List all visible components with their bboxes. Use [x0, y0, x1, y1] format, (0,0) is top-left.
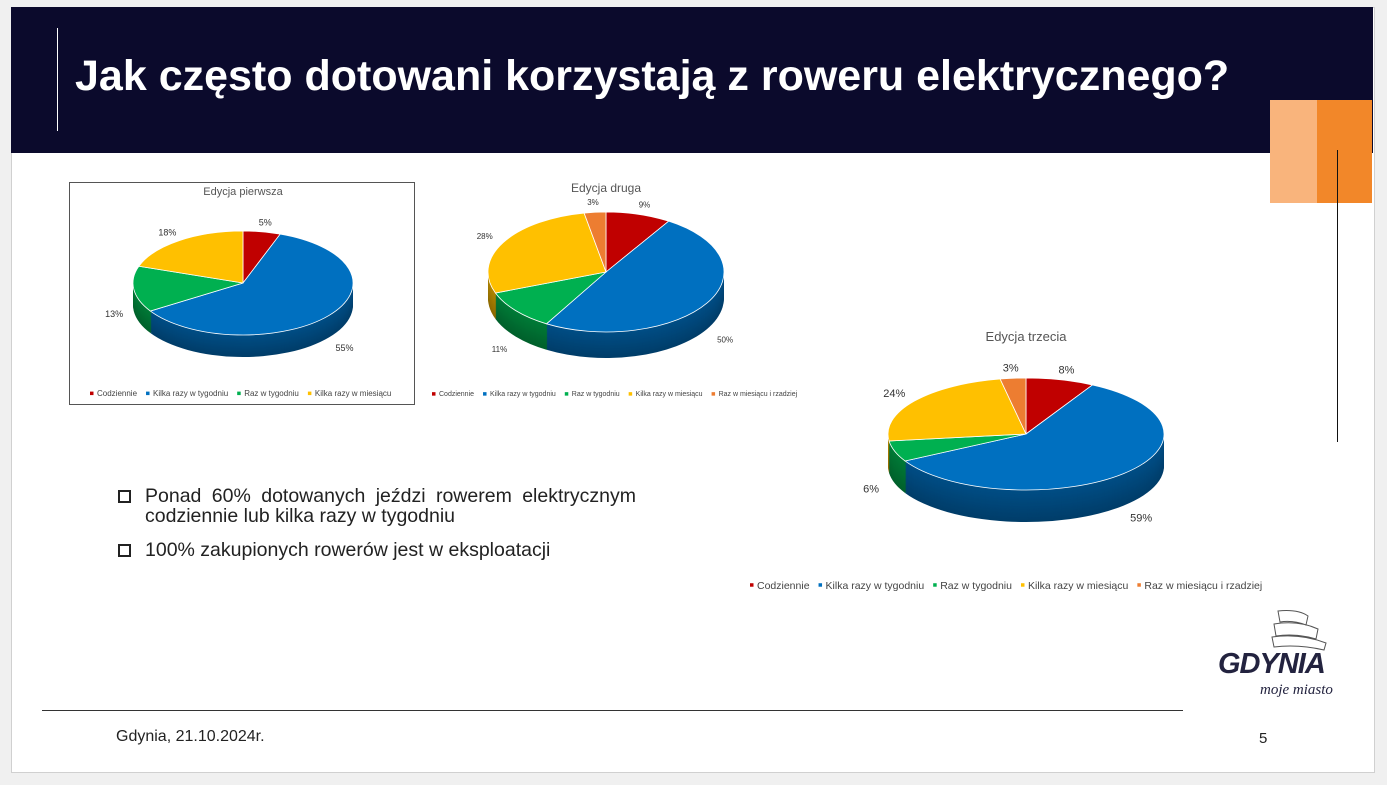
legend-swatch: [307, 391, 312, 396]
legend-swatch: [750, 583, 754, 587]
data-label: 5%: [259, 218, 272, 228]
slide-title: Jak często dotowani korzystają z roweru …: [75, 52, 1230, 100]
data-label: 6%: [863, 483, 879, 495]
logo-tagline: moje miasto: [1260, 682, 1333, 698]
legend-swatch: [818, 583, 823, 587]
pie-slice-2: [904, 384, 1165, 491]
legend-swatch: [1137, 583, 1141, 587]
pie-slice-3: [132, 265, 244, 312]
pie-slice-5: [999, 377, 1027, 435]
legend-label: Raz w tygodniu: [244, 389, 299, 398]
chart-legend: Codziennie Kilka razy w tygodniu Raz w tyg…: [750, 580, 1262, 592]
footer-divider: [42, 710, 1183, 711]
data-label: 18%: [158, 228, 176, 238]
data-label: 13%: [105, 309, 123, 319]
pie-chart-3: Edycja trzecia 8% 59% 6% 24% 3% Codziennie Kilk…: [750, 329, 1262, 592]
pie-chart-2: Edycja druga 9% 50% 11% 28% 3% Codziennie Kilka…: [432, 181, 798, 398]
pie-chart-1: Edycja pierwsza 5% 55% 13% 18% Codziennie Kilk…: [90, 186, 391, 398]
data-label: 24%: [883, 388, 905, 400]
pie-slice-2: [545, 220, 725, 333]
bullet-item: 100% zakupionych rowerów jest w eksploat…: [118, 540, 636, 560]
data-label: 3%: [1003, 363, 1019, 375]
legend-swatch: [146, 391, 150, 396]
bullet-text: 100% zakupionych rowerów jest w eksploat…: [145, 539, 551, 561]
data-label: 28%: [477, 232, 493, 241]
legend-swatch: [90, 391, 94, 396]
chart-title: Edycja druga: [571, 181, 641, 195]
legend-label: Kilka razy w tygodniu: [153, 389, 228, 398]
pie-slice-3: [494, 271, 608, 325]
data-label: 3%: [587, 198, 599, 207]
data-label: 8%: [1059, 364, 1075, 376]
legend-swatch: [237, 391, 241, 396]
accent-square-light: [1270, 100, 1317, 203]
legend-label: Raz w miesiącu i rzadziej: [1144, 580, 1262, 592]
checkbox-bullet-icon: [118, 490, 131, 503]
legend-swatch: [483, 392, 487, 396]
legend-swatch: [1020, 583, 1025, 587]
header-band: [11, 7, 1373, 153]
gdynia-logo: GDYNIA moje miasto: [1218, 608, 1343, 704]
data-label: 11%: [492, 345, 507, 354]
legend-label: Raz w miesiącu i rzadziej: [719, 391, 798, 398]
legend-label: Kilka razy w miesiącu: [1028, 580, 1129, 592]
legend-label: Kilka razy w tygodniu: [490, 391, 556, 398]
chart-title: Edycja pierwsza: [203, 186, 283, 198]
footer-date: Gdynia, 21.10.2024r.: [116, 728, 265, 745]
bullet-list: Ponad 60% dotowanych jeździ rowerem elek…: [118, 486, 636, 574]
data-label: 50%: [717, 335, 733, 344]
legend-swatch: [432, 392, 436, 396]
ship-sails-icon: [1271, 610, 1327, 651]
legend-label: Kilka razy w miesiącu: [315, 389, 391, 398]
chart-title: Edycja trzecia: [986, 329, 1068, 344]
checkbox-bullet-icon: [118, 544, 131, 557]
legend-label: Raz w tygodniu: [940, 580, 1012, 592]
right-divider: [1337, 150, 1338, 442]
accent-square: [1317, 100, 1372, 203]
logo-text: GDYNIA: [1218, 648, 1326, 680]
data-label: 59%: [1130, 512, 1152, 524]
legend-label: Codziennie: [757, 580, 810, 592]
data-label: 9%: [639, 200, 651, 209]
legend-label: Kilka razy w miesiącu: [636, 391, 703, 398]
pie-slice-4: [487, 212, 607, 294]
bullet-item: Ponad 60% dotowanych jeździ rowerem elek…: [118, 486, 636, 526]
data-label: 55%: [335, 343, 353, 353]
legend-swatch: [711, 392, 716, 396]
bullet-text: Ponad 60% dotowanych jeździ rowerem elek…: [145, 485, 636, 527]
legend-swatch: [564, 392, 569, 396]
legend-label: Codziennie: [97, 389, 138, 398]
pie-slice-4: [887, 378, 1027, 442]
legend-label: Raz w tygodniu: [572, 391, 620, 398]
legend-label: Kilka razy w tygodniu: [826, 580, 925, 592]
pie-slice-2: [149, 233, 354, 336]
legend-label: Codziennie: [439, 391, 474, 398]
chart-legend: Codziennie Kilka razy w tygodniu Raz w tyg…: [432, 391, 798, 398]
legend-swatch: [933, 583, 937, 587]
pie-slice-4: [138, 230, 244, 284]
page-number: 5: [1259, 730, 1268, 747]
chart-legend: Codziennie Kilka razy w tygodniu Raz w tyg…: [90, 389, 391, 398]
header-divider: [57, 28, 58, 131]
chart-1-border: [69, 182, 415, 405]
legend-swatch: [628, 392, 633, 396]
pie-slice-5: [583, 211, 607, 273]
